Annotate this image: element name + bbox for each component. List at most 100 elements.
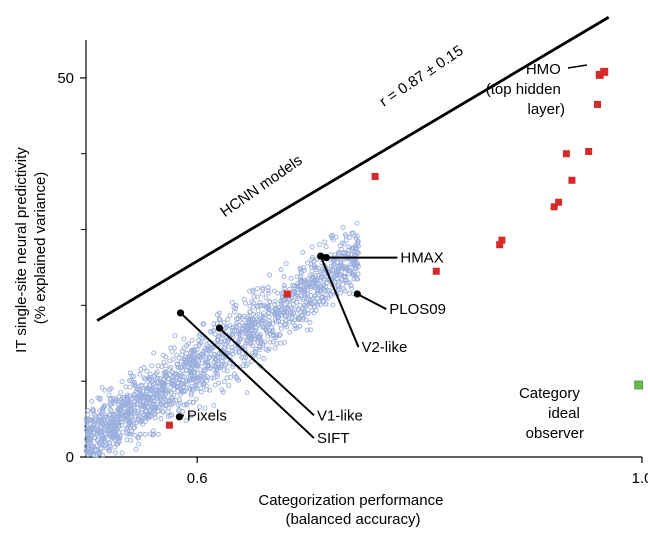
cloud-point (198, 389, 204, 395)
cloud-point (322, 276, 327, 282)
cloud-point (212, 363, 218, 368)
cloud-point (160, 376, 166, 382)
cloud-point (229, 300, 235, 305)
cloud-point (301, 267, 307, 273)
cloud-point (192, 373, 198, 379)
cloud-point (282, 339, 288, 345)
cloud-point (267, 339, 273, 345)
cloud-point (221, 320, 227, 326)
cloud-point (240, 331, 246, 337)
cloud-point (97, 397, 103, 403)
cloud-point (243, 340, 249, 346)
cloud-point (211, 321, 217, 327)
cloud-point (284, 299, 290, 305)
cloud-point (315, 287, 321, 293)
cloud-point (311, 304, 317, 309)
cloud-point (169, 370, 175, 375)
cloud-point (147, 383, 153, 389)
cloud-point (129, 429, 134, 435)
cloud-point (307, 320, 313, 325)
cloud-point (131, 405, 137, 411)
cloud-point (290, 282, 296, 288)
cloud-point (282, 285, 288, 291)
cloud-point (251, 311, 256, 317)
cloud-point (239, 326, 245, 332)
cloud-point (338, 259, 344, 265)
cloud-point (260, 303, 266, 309)
cloud-point (244, 390, 250, 396)
cloud-point (112, 425, 118, 431)
cloud-point (354, 220, 360, 226)
cloud-point (297, 265, 303, 271)
cloud-point (270, 333, 276, 339)
cloud-point (108, 416, 114, 422)
cloud-point (108, 407, 114, 413)
cloud-point (152, 411, 158, 417)
cloud-point (293, 314, 299, 320)
cloud-point (224, 368, 230, 374)
cloud-point (310, 280, 316, 286)
cloud-point (163, 387, 169, 393)
cloud-point (275, 290, 281, 296)
cloud-point (169, 412, 175, 418)
cloud-point (212, 370, 218, 375)
cloud-point (188, 413, 194, 419)
cloud-point (150, 401, 156, 407)
cloud-point (267, 321, 273, 326)
cloud-point (217, 317, 223, 323)
cloud-point (253, 319, 259, 325)
cloud-point (259, 291, 265, 297)
cloud-point (132, 401, 138, 407)
cloud-point (282, 321, 288, 327)
cloud-point (93, 427, 99, 433)
cloud-point (295, 283, 301, 289)
cloud-point (230, 364, 236, 370)
cloud-point (118, 389, 124, 395)
cloud-point (254, 294, 260, 300)
cloud-point (215, 333, 221, 339)
cloud-point (325, 295, 331, 301)
plos09-label: PLOS09 (389, 301, 446, 318)
cloud-point (94, 428, 100, 434)
cloud-point (150, 395, 156, 401)
cloud-point (317, 287, 323, 293)
cloud-point (321, 299, 327, 305)
cloud-point (349, 230, 355, 236)
cloud-point (145, 400, 151, 406)
cloud-point (125, 424, 131, 430)
cloud-point (205, 360, 211, 366)
cloud-point (204, 378, 210, 384)
cloud-point (154, 393, 160, 399)
cloud-point (90, 408, 95, 414)
cloud-point (261, 311, 266, 317)
cloud-point (335, 251, 341, 257)
cloud-point (137, 371, 143, 377)
cloud-point (219, 331, 225, 337)
cloud-point (187, 377, 193, 383)
cloud-point (297, 316, 303, 322)
cloud-point (123, 384, 129, 390)
cloud-point (247, 309, 253, 315)
sift-leader-line (179, 312, 315, 439)
cloud-point (145, 395, 150, 401)
model-cloud (83, 220, 361, 458)
cloud-point (283, 261, 289, 267)
cloud-point (249, 328, 255, 334)
cloud-point (145, 405, 151, 411)
cloud-point (204, 387, 209, 393)
cloud-point (309, 244, 315, 250)
cloud-point (208, 347, 214, 353)
cloud-point (179, 359, 184, 365)
cloud-point (241, 358, 247, 363)
cloud-point (223, 362, 229, 367)
cloud-point (196, 338, 202, 344)
cloud-point (300, 249, 306, 255)
cloud-point (108, 395, 113, 401)
cloud-point (230, 334, 236, 340)
cloud-point (295, 293, 301, 299)
cloud-point (181, 336, 187, 342)
cloud-point (188, 353, 194, 359)
cloud-point (300, 313, 306, 319)
cloud-point (287, 310, 293, 316)
cloud-point (180, 409, 186, 414)
